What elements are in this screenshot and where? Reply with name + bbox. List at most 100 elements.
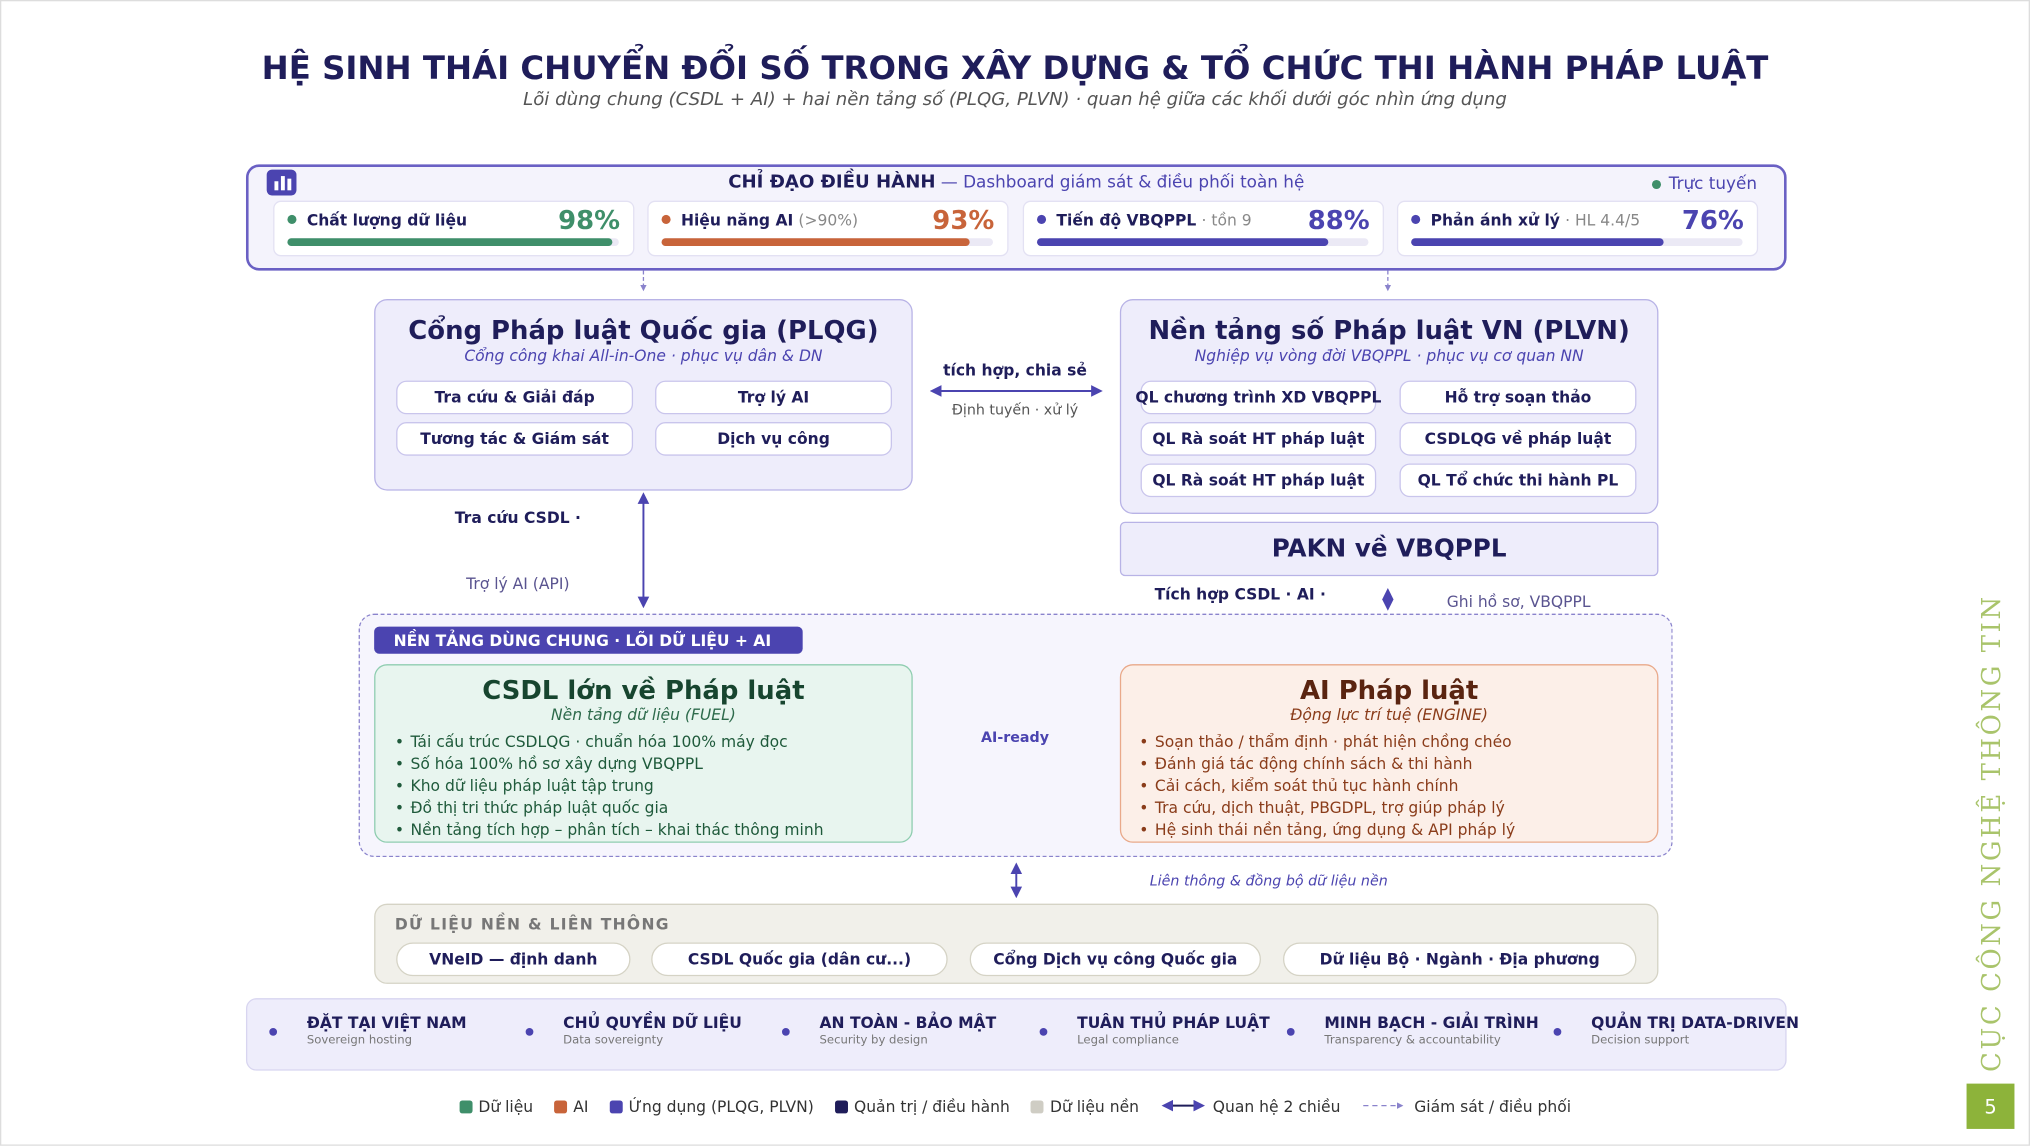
principle-subtitle: Legal compliance [1077, 1034, 1179, 1048]
kpi-card [1396, 200, 1759, 257]
control-description: — Dashboard giám sát & điều phối toàn hệ [940, 173, 1305, 193]
bullet: Số hóa 100% hồ sơ xây dựng VBQPPL [395, 756, 703, 772]
side-text: CỤC CÔNG NGHỆ THÔNG TIN [1975, 594, 2007, 1072]
principle-title: CHỦ QUYỀN DỮ LIỆU [563, 1013, 742, 1032]
kpi-card [273, 200, 635, 257]
kpi-dot [1411, 214, 1421, 224]
legend-item: Quan hệ 2 chiều [1160, 1097, 1341, 1116]
kpi-label: Chất lượng dữ liệu [307, 212, 467, 228]
plvn-title: Nền tảng số Pháp luật VN (PLVN) [1148, 314, 1630, 346]
kpi-value: 88% [1307, 204, 1370, 236]
plvn-subtitle: Nghiệp vụ vòng đời VBQPPL · phục vụ cơ q… [1194, 346, 1584, 366]
pill: QL chương trình XD VBQPPL [1135, 380, 1381, 415]
bullet: Đánh giá tác động chính sách & thi hành [1139, 756, 1473, 772]
principle-dot [525, 1027, 534, 1036]
kpi-value: 93% [932, 204, 995, 236]
shared-tag: NỀN TẢNG DÙNG CHUNG · LÕI DỮ LIỆU + AI [374, 626, 803, 654]
legend-item: Giám sát / điều phối [1361, 1099, 1571, 1115]
pill: QL Rà soát HT pháp luật [1140, 463, 1377, 498]
bullet: Đồ thị tri thức pháp luật quốc gia [395, 800, 669, 816]
pill: Tra cứu & Giải đáp [396, 380, 634, 415]
principle-title: QUẢN TRỊ DATA-DRIVEN [1591, 1013, 1799, 1032]
kpi-value: 76% [1681, 204, 1744, 236]
principle-title: AN TOÀN - BẢO MẬT [819, 1013, 997, 1032]
bullet: Cải cách, kiểm soát thủ tục hành chính [1139, 778, 1459, 794]
bullet: Nền tảng tích hợp – phân tích – khai thá… [395, 822, 824, 838]
kpi-note: · HL 4.4/5 [1565, 211, 1641, 230]
kpi-name: Chất lượng dữ liệu [306, 211, 468, 230]
kpi-name: Hiệu năng AI [680, 211, 794, 230]
legend-line [1160, 1099, 1207, 1115]
legend-swatch [834, 1100, 848, 1114]
legend-label: Quản trị / điều hành [853, 1097, 1010, 1116]
legend-label: Ứng dụng (PLQG, PLVN) [628, 1097, 814, 1116]
status: Trực tuyến [1651, 174, 1758, 195]
principle-title: ĐẶT TẠI VIỆT NAM [306, 1013, 467, 1032]
bullet: Tra cứu, dịch thuật, PBGDPL, trợ giúp ph… [1139, 800, 1505, 816]
kpi-note: (>90%) [798, 211, 859, 230]
bullet: Kho dữ liệu pháp luật tập trung [395, 778, 654, 794]
pill: QL Rà soát HT pháp luật [1140, 422, 1377, 456]
link-sublabel: Định tuyến · xử lý [951, 401, 1079, 419]
kpi-card [647, 200, 1009, 257]
kpi-dot [287, 214, 297, 224]
pill: CSDLQG về pháp luật [1399, 422, 1637, 456]
kpi-dot [1037, 214, 1047, 224]
principle-subtitle: Decision support [1591, 1034, 1690, 1048]
principle-dot [781, 1027, 790, 1036]
link-label: Tra cứu CSDL · [454, 508, 581, 527]
pakn-box: PAKN về VBQPPL [1119, 521, 1659, 577]
legend-label: AI [573, 1097, 589, 1116]
link-label: AI-ready [980, 728, 1050, 746]
pill: Dịch vụ công [655, 422, 893, 456]
bullet: Hệ sinh thái nền tảng, ứng dụng & API ph… [1139, 822, 1515, 838]
kpi-label: Phản ánh xử lý · HL 4.4/5 [1431, 212, 1641, 228]
pill: Hỗ trợ soạn thảo [1399, 380, 1637, 415]
status-text: Trực tuyến [1668, 174, 1758, 195]
legend-swatch [1030, 1100, 1044, 1114]
legend-label: Giám sát / điều phối [1414, 1097, 1572, 1116]
kpi-bar [661, 238, 970, 246]
kpi-card [1022, 200, 1384, 257]
pill: VNeID — định danh [396, 942, 631, 977]
link-sublabel: Ghi hồ sơ, VBQPPL [1446, 592, 1591, 612]
kpi-bar [1411, 238, 1664, 246]
principle-dot [1039, 1027, 1048, 1036]
legend-dashed [1361, 1099, 1408, 1115]
kpi-name: Tiến độ VBQPPL [1056, 211, 1197, 230]
csdl-title: CSDL lớn về Pháp luật [482, 674, 805, 706]
page-number: 5 [1966, 1083, 2015, 1129]
legend-item: Ứng dụng (PLQG, PLVN) [609, 1099, 814, 1115]
kpi-label: Tiến độ VBQPPL · tồn 9 [1056, 212, 1251, 228]
principle-subtitle: Data sovereignty [563, 1034, 664, 1048]
legend-swatch [553, 1100, 567, 1114]
legend-swatch [609, 1100, 623, 1114]
principle-title: TUÂN THỦ PHÁP LUẬT [1077, 1013, 1270, 1032]
control-title: CHỈ ĐẠO ĐIỀU HÀNH [728, 172, 936, 193]
ai-title: AI Pháp luật [1300, 674, 1479, 706]
pill: CSDL Quốc gia (dân cư...) [651, 942, 948, 977]
link-label: tích hợp, chia sẻ [943, 361, 1087, 380]
legend-label: Dữ liệu nền [1049, 1097, 1139, 1116]
principle-subtitle: Security by design [819, 1034, 928, 1048]
principle-dot [269, 1027, 278, 1036]
legend: Dữ liệu AI Ứng dụng (PLQG, PLVN) Quản trị /… [0, 1099, 2030, 1115]
kpi-value: 98% [558, 204, 621, 236]
csdl-subtitle: Nền tảng dữ liệu (FUEL) [551, 705, 736, 724]
bullet: Tái cấu trúc CSDLQG · chuẩn hóa 100% máy… [395, 734, 788, 750]
sync-label: Liên thông & đồng bộ dữ liệu nền [1149, 872, 1388, 890]
kpi-label: Hiệu năng AI (>90%) [681, 212, 858, 228]
legend-item: Dữ liệu nền [1030, 1097, 1139, 1116]
principle-dot [1553, 1027, 1562, 1036]
legend-label: Quan hệ 2 chiều [1212, 1097, 1341, 1116]
subtitle: Lõi dùng chung (CSDL + AI) + hai nền tản… [523, 89, 1507, 111]
pill: QL Tổ chức thi hành PL [1399, 463, 1637, 498]
title: HỆ SINH THÁI CHUYỂN ĐỔI SỐ TRONG XÂY DỰN… [261, 49, 1769, 87]
legend-item: Dữ liệu [458, 1097, 534, 1116]
link-label: Tích hợp CSDL · AI · [1154, 585, 1326, 604]
base-title: DỮ LIỆU NỀN & LIÊN THÔNG [394, 915, 670, 934]
legend-label: Dữ liệu [478, 1097, 534, 1116]
pill: Trợ lý AI [655, 380, 893, 415]
